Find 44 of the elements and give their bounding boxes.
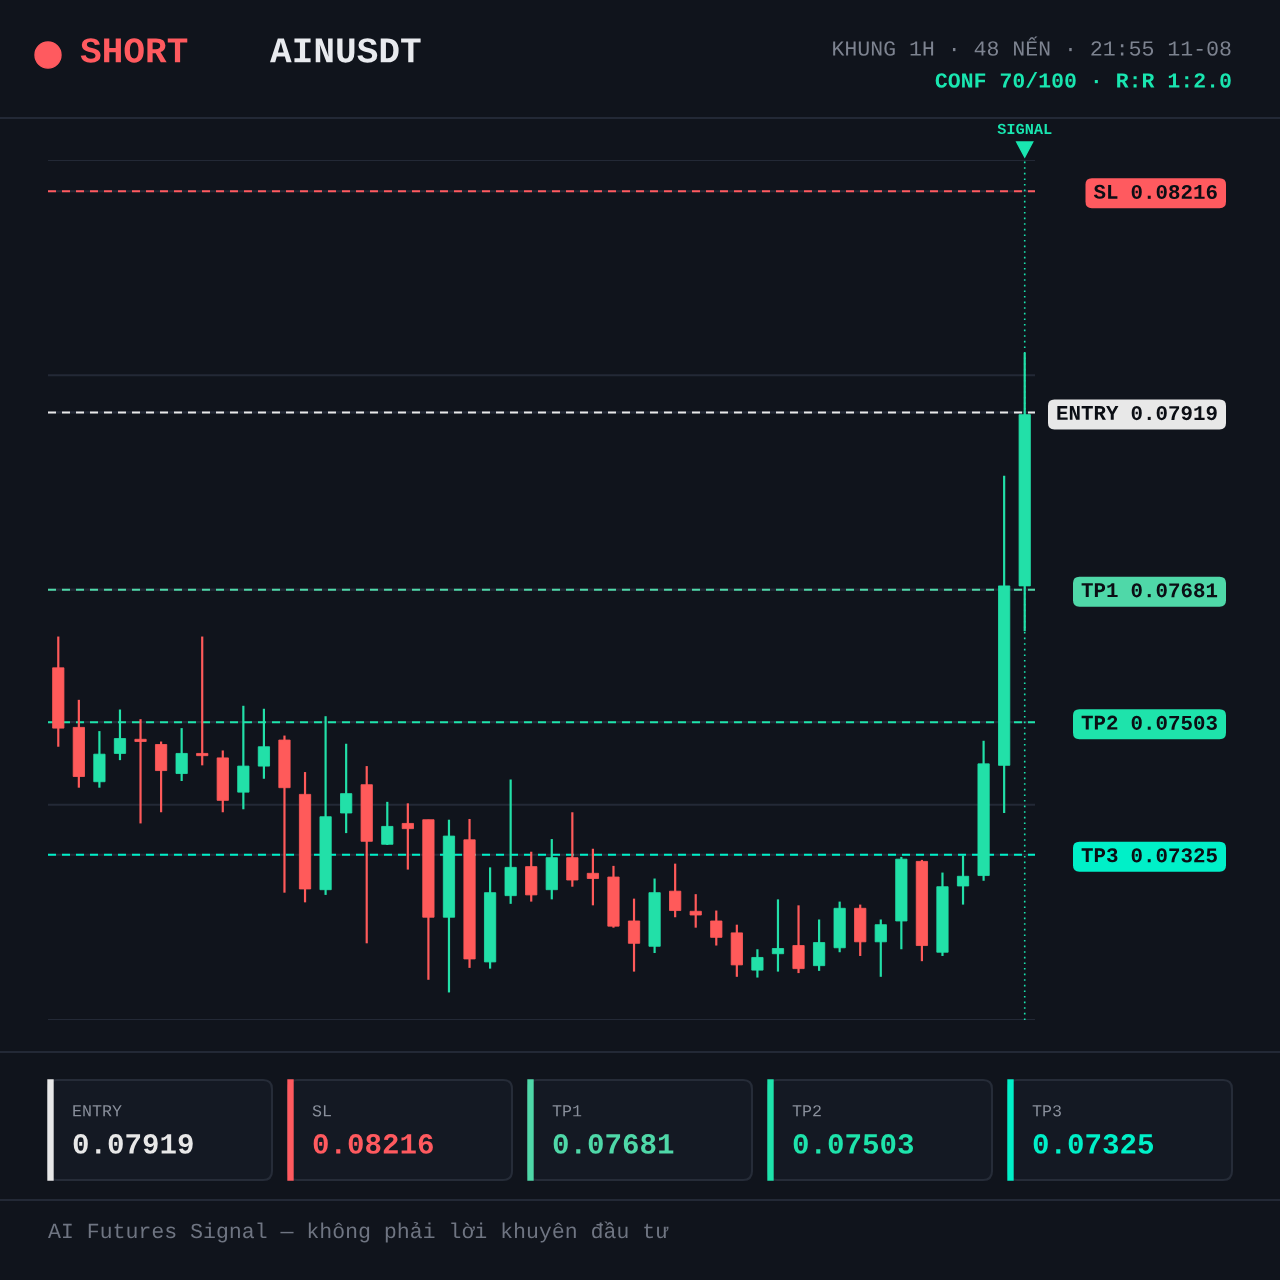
text: TP2 [792, 1105, 821, 1117]
candlestick [196, 635, 209, 767]
candlestick [669, 862, 682, 919]
text: CONF 70/100 · R:R 1:2.0 [935, 71, 1231, 88]
text: SIGNAL [997, 123, 1052, 135]
candlestick [956, 854, 970, 906]
text: 0.07919 [73, 1134, 193, 1154]
text: 0.07325 [1033, 1134, 1154, 1154]
text: TP1 [552, 1105, 582, 1117]
text: AI Futures Signal — không phải lời khuyên đầu tư [48, 1221, 669, 1243]
y-tick-label: 0.07503 [1131, 715, 1217, 730]
ref-line-label: TP3 [1081, 848, 1118, 863]
candlestick [689, 893, 702, 929]
candlestick [627, 897, 641, 973]
text: SL [312, 1105, 331, 1117]
ref-line-label: TP2 [1081, 715, 1118, 730]
y-tick-label: 0.07325 [1131, 848, 1217, 863]
candlestick [381, 800, 394, 847]
candlestick [134, 718, 147, 825]
y-tick-label: 0.07681 [1131, 583, 1218, 598]
candlestick [401, 802, 414, 871]
chart-subtitle: KHUNG 1H · 48 NẾN · 21:55 11-08 [833, 36, 1231, 56]
ref-line-label: ENTRY [1057, 406, 1119, 420]
candlestick [813, 918, 826, 972]
y-tick-label: 0.08216 [1131, 184, 1217, 200]
text: 0.07503 [793, 1134, 914, 1154]
ref-line-label: SL [1093, 184, 1118, 199]
candlestick [175, 727, 188, 783]
ref-line-label: TP1 [1081, 583, 1118, 598]
candlestick [566, 811, 579, 888]
candlestick [771, 898, 785, 973]
candlestick [874, 918, 887, 978]
candlestick [586, 847, 599, 907]
candlestick [751, 948, 764, 979]
candlestick [340, 742, 353, 835]
text: 0.07681 [553, 1134, 674, 1154]
chart-title: AINUSDT [270, 38, 421, 63]
candlestick [710, 909, 723, 947]
candlestick [792, 904, 805, 975]
text: 0.08216 [313, 1134, 433, 1154]
text: ENTRY [73, 1105, 122, 1117]
text: TP3 [1032, 1105, 1061, 1117]
text: SHORT [80, 38, 188, 63]
y-tick-label: 0.07919 [1131, 406, 1217, 421]
